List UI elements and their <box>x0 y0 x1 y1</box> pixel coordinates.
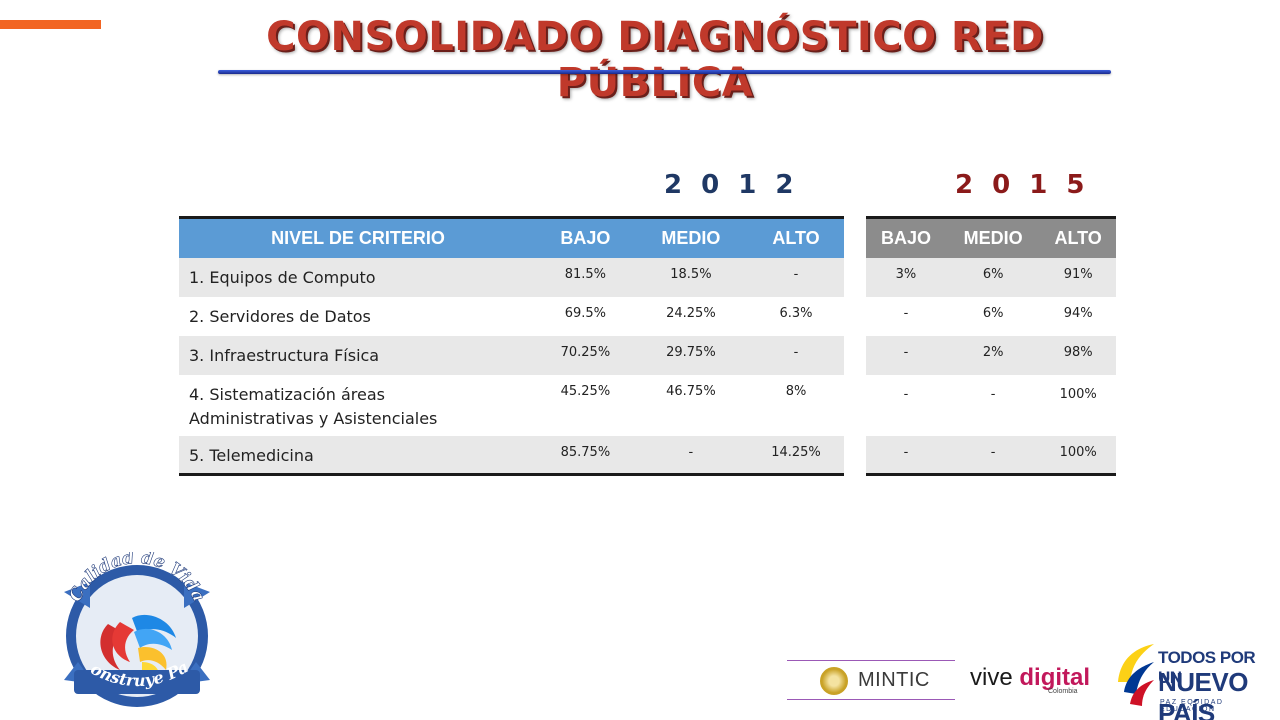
medio-cell: 46.75% <box>666 383 716 399</box>
medio-cell: 24.25% <box>666 305 716 321</box>
alto-cell: 14.25% <box>771 444 821 460</box>
table-row: 3% 6% 91% <box>866 257 1116 297</box>
digital-word: digital <box>1019 664 1091 691</box>
alto-cell: 100% <box>1059 444 1097 460</box>
vive-digital-logo: vive digital <box>970 664 1090 692</box>
medio-cell: 2% <box>982 344 1004 360</box>
table-row: 2. Servidores de Datos 69.5% 24.25% 6.3% <box>179 297 844 336</box>
header-medio: MEDIO <box>661 227 721 248</box>
criterio-cell: 5. Telemedicina <box>189 445 314 465</box>
alto-cell: 91% <box>1063 266 1093 282</box>
medio-cell: 18.5% <box>670 266 712 282</box>
vive-digital-sub: Colombia <box>1048 688 1078 695</box>
todos-line-1: TODOS POR UN <box>1158 648 1256 687</box>
table-2015: BAJO MEDIO ALTO 3% 6% 91% - 6% 94% - 2% … <box>866 216 1116 476</box>
header-medio: MEDIO <box>963 227 1023 248</box>
table-row: - 2% 98% <box>866 335 1116 375</box>
criterio-cell: 2. Servidores de Datos <box>189 306 371 326</box>
header-nivel-criterio: NIVEL DE CRITERIO <box>271 227 445 248</box>
colombia-seal-icon <box>820 667 848 695</box>
medio-cell: - <box>688 444 694 460</box>
table-row: - - 100% <box>866 435 1116 475</box>
page-title: CONSOLIDADO DIAGNÓSTICO RED PÚBLICA <box>266 14 1044 106</box>
table-row: 3. Infraestructura Física 70.25% 29.75% … <box>179 335 844 375</box>
criterio-cell: 1. Equipos de Computo <box>189 267 376 287</box>
alto-cell: 8% <box>785 383 807 399</box>
bajo-cell: 85.75% <box>560 444 611 460</box>
criterio-cell: 4. Sistematización áreas Administrativas… <box>179 375 537 436</box>
accent-bar <box>0 20 101 29</box>
criterio-line-1: 4. Sistematización áreas <box>189 384 385 404</box>
header-alto: ALTO <box>772 227 820 248</box>
colombia-flag-swoosh-icon <box>1118 644 1154 706</box>
table-row: 5. Telemedicina 85.75% - 14.25% <box>179 435 844 475</box>
bajo-cell: - <box>903 344 909 360</box>
medio-cell: 6% <box>982 266 1004 282</box>
title-underline <box>218 70 1111 74</box>
bajo-cell: 3% <box>895 266 917 282</box>
table-2012-header-row: NIVEL DE CRITERIO BAJO MEDIO ALTO <box>179 217 844 258</box>
medio-cell: - <box>990 386 996 402</box>
todos-line-3: PAZ EQUIDAD EDUCACIÓN <box>1160 699 1224 713</box>
table-row: 1. Equipos de Computo 81.5% 18.5% - <box>179 257 844 297</box>
table-2015-header-row: BAJO MEDIO ALTO <box>866 217 1116 258</box>
alto-cell: 94% <box>1063 305 1093 321</box>
bajo-cell: - <box>903 386 909 402</box>
criterio-cell: 3. Infraestructura Física <box>189 345 380 365</box>
bajo-cell: 45.25% <box>560 383 611 399</box>
header-bajo: BAJO <box>560 227 611 248</box>
alto-cell: - <box>793 344 799 360</box>
calidad-de-vida-logo: Calidad de Vida Construye Paz <box>48 552 210 707</box>
table-row: - 6% 94% <box>866 297 1116 336</box>
alto-cell: 6.3% <box>779 305 813 321</box>
alto-cell: 98% <box>1063 344 1093 360</box>
mintic-logo: MINTIC <box>787 660 955 700</box>
bajo-cell: - <box>903 305 909 321</box>
todos-por-un-nuevo-pais-logo: TODOS POR UN NUEVO PAÍS PAZ EQUIDAD EDUC… <box>1114 642 1264 720</box>
bajo-cell: - <box>903 444 909 460</box>
medio-cell: - <box>990 444 996 460</box>
todos-line-2: NUEVO PAÍS <box>1158 667 1248 720</box>
year-2012-label: 2 0 1 2 <box>664 170 799 200</box>
medio-cell: 29.75% <box>666 344 716 360</box>
mintic-text: MINTIC <box>858 669 930 691</box>
alto-cell: - <box>793 266 799 282</box>
header-alto: ALTO <box>1054 227 1102 248</box>
header-bajo: BAJO <box>880 227 931 248</box>
bajo-cell: 69.5% <box>564 305 607 321</box>
criterio-line-2: Administrativas y Asistenciales <box>189 408 438 428</box>
alto-cell: 100% <box>1059 386 1097 402</box>
bajo-cell: 81.5% <box>564 266 607 282</box>
bajo-cell: 70.25% <box>560 344 611 360</box>
vive-word: vive <box>970 664 1013 691</box>
table-row: - - 100% <box>866 375 1116 436</box>
medio-cell: 6% <box>982 305 1004 321</box>
table-row: 4. Sistematización áreas Administrativas… <box>179 375 844 436</box>
year-2015-label: 2 0 1 5 <box>955 170 1090 200</box>
table-2012: NIVEL DE CRITERIO BAJO MEDIO ALTO 1. Equ… <box>179 216 844 476</box>
